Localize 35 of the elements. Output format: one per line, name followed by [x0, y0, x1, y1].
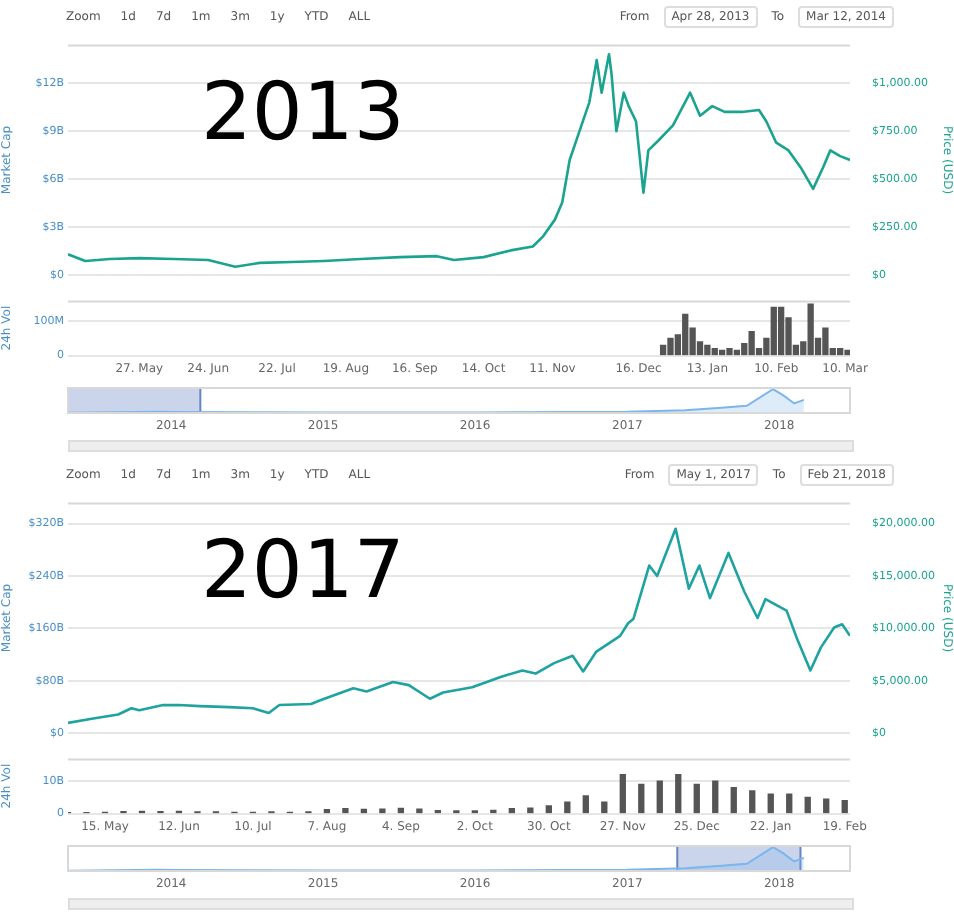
- bar: [767, 793, 774, 814]
- bar: [508, 808, 515, 814]
- bar: [379, 808, 386, 814]
- bar: [693, 783, 700, 814]
- bar: [726, 348, 733, 356]
- bar: [682, 313, 689, 356]
- bar: [582, 795, 589, 814]
- bar: [712, 780, 719, 814]
- bar: [711, 348, 718, 356]
- bar: [659, 344, 667, 356]
- bar: [638, 783, 645, 814]
- bar: [619, 774, 626, 814]
- chart-title: 2017: [200, 525, 405, 618]
- chart-title: 2013: [200, 67, 405, 160]
- bar: [342, 808, 349, 814]
- bar: [786, 793, 793, 814]
- bar: [656, 780, 663, 814]
- bar: [822, 327, 829, 356]
- bar: [807, 303, 814, 356]
- bar: [837, 348, 844, 356]
- bar: [749, 790, 756, 814]
- bar: [416, 808, 423, 814]
- bar: [748, 330, 755, 356]
- bar: [667, 337, 674, 356]
- bar: [844, 349, 850, 356]
- bar: [777, 306, 785, 356]
- bar: [704, 344, 711, 356]
- bar: [841, 800, 848, 814]
- bar: [804, 796, 811, 814]
- bar: [527, 807, 534, 814]
- bar: [545, 805, 552, 814]
- bar: [823, 798, 830, 814]
- bar: [730, 787, 737, 814]
- bar: [675, 774, 682, 814]
- bar: [770, 306, 777, 356]
